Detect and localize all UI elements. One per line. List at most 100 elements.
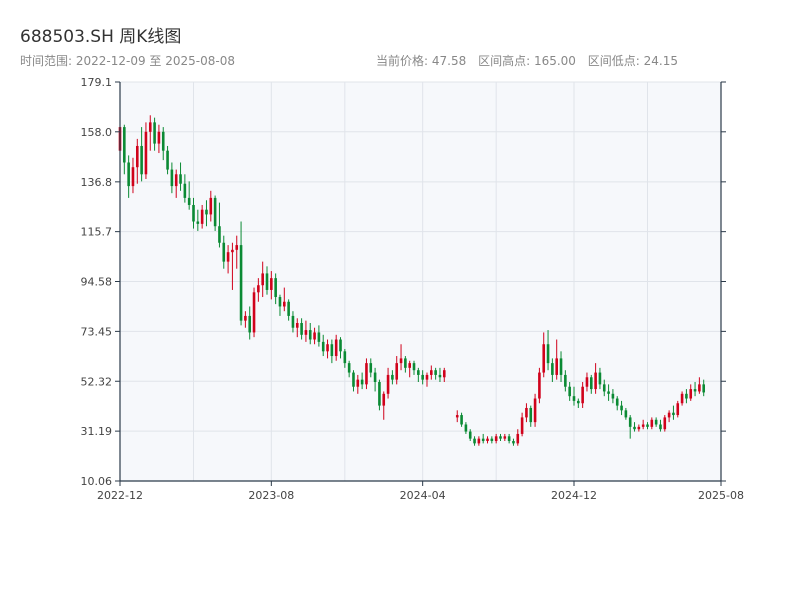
candle-body bbox=[412, 363, 416, 371]
candle-body bbox=[481, 438, 485, 442]
candle-body bbox=[525, 407, 528, 418]
candle-body bbox=[667, 412, 671, 418]
candle-body bbox=[200, 209, 204, 224]
candle-body bbox=[248, 315, 252, 333]
candle-body bbox=[442, 370, 446, 378]
range-high: 区间高点: 165.00 bbox=[478, 54, 576, 68]
y-tick-label: 31.19 bbox=[81, 425, 113, 438]
candle-body bbox=[520, 417, 524, 434]
candle-body bbox=[179, 174, 182, 184]
candle-body bbox=[659, 424, 662, 430]
candle-body bbox=[464, 424, 468, 432]
candle-body bbox=[650, 419, 654, 427]
candle-body bbox=[373, 372, 377, 383]
candle-body bbox=[360, 379, 364, 385]
candle-body bbox=[174, 174, 178, 187]
candle-body bbox=[209, 197, 213, 215]
candle-body bbox=[607, 391, 610, 394]
candle-body bbox=[352, 372, 355, 387]
candle-body bbox=[646, 424, 649, 427]
candle-body bbox=[365, 363, 368, 385]
candle-body bbox=[321, 341, 325, 352]
candle-body bbox=[157, 131, 161, 144]
candle-body bbox=[205, 209, 208, 215]
y-tick-label: 115.7 bbox=[81, 226, 113, 239]
candle-body bbox=[317, 332, 321, 342]
candle-body bbox=[702, 384, 706, 393]
candle-body bbox=[490, 438, 494, 442]
candle-body bbox=[144, 131, 148, 175]
candle-body bbox=[680, 393, 684, 404]
y-tick-label: 179.1 bbox=[81, 76, 113, 89]
x-tick-label: 2024-04 bbox=[400, 489, 446, 502]
candle-body bbox=[546, 344, 550, 364]
candle-body bbox=[598, 372, 602, 385]
candle-body bbox=[135, 145, 139, 168]
candle-body bbox=[131, 167, 135, 187]
candle-body bbox=[127, 162, 130, 187]
candle-body bbox=[663, 417, 667, 430]
candle-body bbox=[559, 358, 563, 375]
candle-body bbox=[434, 370, 437, 375]
candle-body bbox=[533, 398, 537, 423]
candle-body bbox=[494, 436, 498, 442]
candle-body bbox=[628, 417, 632, 427]
candle-body bbox=[676, 403, 680, 416]
candle-body bbox=[287, 301, 290, 316]
y-tick-label: 158.0 bbox=[81, 126, 113, 139]
candle-body bbox=[399, 358, 403, 364]
candle-body bbox=[577, 400, 580, 404]
candle-body bbox=[153, 122, 156, 144]
candle-body bbox=[382, 393, 386, 406]
candle-body bbox=[417, 370, 420, 375]
candle-body bbox=[654, 419, 658, 425]
candle-body bbox=[386, 374, 390, 394]
candle-body bbox=[274, 278, 277, 298]
candle-body bbox=[300, 322, 303, 335]
candle-body bbox=[698, 384, 701, 392]
candle-body bbox=[555, 358, 558, 375]
candle-body bbox=[585, 377, 589, 387]
candle-body bbox=[615, 398, 619, 406]
candle-body bbox=[421, 374, 424, 380]
date-range-label: 时间范围: 2022-12-09 至 2025-08-08 bbox=[20, 54, 235, 68]
candle-body bbox=[468, 431, 472, 439]
candle-body bbox=[512, 441, 515, 444]
candle-body bbox=[170, 169, 174, 187]
stats-bar: 当前价格: 47.58 区间高点: 165.00 区间低点: 24.15 bbox=[376, 52, 678, 69]
candle-body bbox=[347, 363, 351, 373]
candle-body bbox=[672, 412, 675, 416]
candle-body bbox=[408, 363, 411, 368]
candle-body bbox=[218, 226, 221, 243]
candle-body bbox=[529, 407, 533, 423]
axes: 179.1 158.0 136.8 115.7 94.58 73.45 52.32 31.19… bbox=[81, 76, 744, 502]
candle-body bbox=[542, 344, 546, 373]
candle-body bbox=[326, 344, 329, 352]
candle-body bbox=[183, 183, 187, 198]
candle-body bbox=[330, 344, 334, 357]
candle-body bbox=[685, 393, 688, 399]
candle-body bbox=[395, 363, 399, 380]
candle-body bbox=[581, 386, 584, 404]
candle-body bbox=[641, 424, 645, 427]
candle-body bbox=[477, 438, 481, 444]
candle-body bbox=[602, 384, 606, 392]
candle-body bbox=[425, 374, 429, 380]
candle-body bbox=[196, 221, 200, 224]
candle-body bbox=[339, 339, 342, 352]
candle-body bbox=[252, 292, 256, 333]
candle-body bbox=[222, 242, 226, 262]
candle-body bbox=[391, 374, 394, 380]
candle-body bbox=[611, 393, 615, 399]
candle-body bbox=[261, 273, 264, 286]
candle-body bbox=[455, 415, 459, 418]
y-tick-label: 73.45 bbox=[81, 325, 113, 338]
candle-body bbox=[313, 332, 316, 340]
candle-body bbox=[231, 249, 234, 253]
candle-body bbox=[161, 131, 165, 151]
candle-body bbox=[356, 379, 360, 387]
candle-body bbox=[486, 438, 489, 442]
candle-body bbox=[283, 301, 286, 307]
y-tick-label: 136.8 bbox=[81, 176, 113, 189]
range-low: 区间低点: 24.15 bbox=[587, 54, 678, 68]
